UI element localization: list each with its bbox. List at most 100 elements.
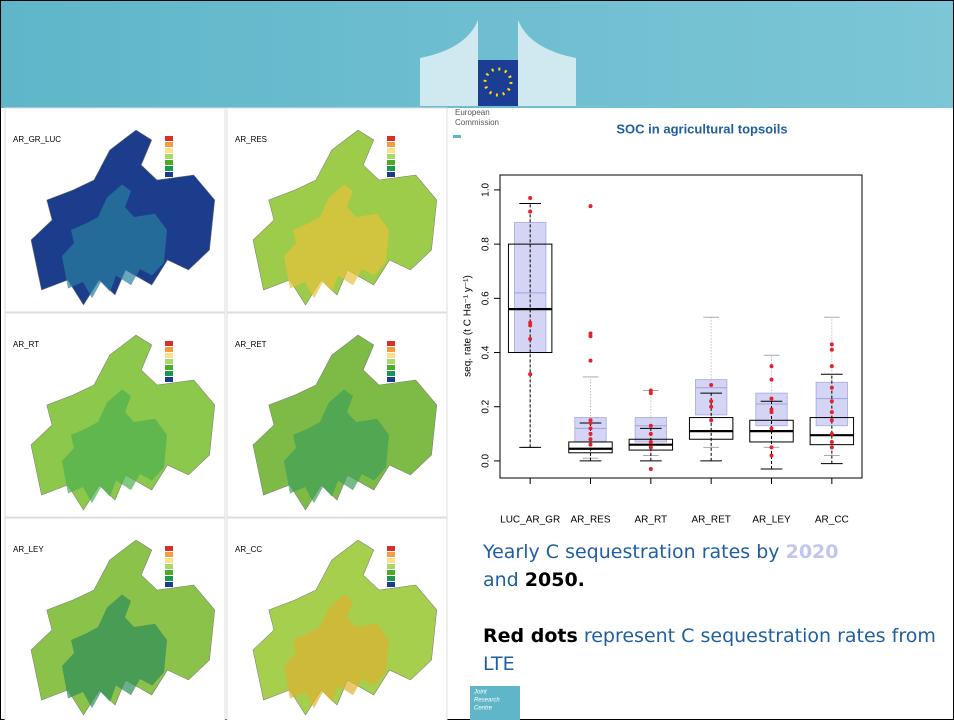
footer-text: Joint <box>473 690 487 696</box>
map-legend-swatch <box>387 353 395 358</box>
point <box>830 348 834 352</box>
point <box>589 421 593 425</box>
point <box>770 426 774 430</box>
map-legend-swatch <box>387 546 395 551</box>
year-2050: 2050. <box>525 569 585 591</box>
map-label: AR_CC <box>235 545 262 554</box>
point <box>528 323 532 327</box>
map-legend-swatch <box>387 154 395 159</box>
chart-title: SOC in agricultural topsoils <box>616 121 787 136</box>
map-legend-swatch <box>387 142 395 147</box>
point <box>709 418 713 422</box>
map-legend-swatch <box>387 136 395 141</box>
x-tick-label: AR_RET <box>691 515 730 526</box>
map-panel: AR_CC <box>227 518 447 720</box>
map-legend-swatch <box>387 359 395 364</box>
y-tick-label: 0.4 <box>481 345 492 359</box>
map-legend-swatch <box>387 564 395 569</box>
point <box>649 432 653 436</box>
point <box>830 342 834 346</box>
map-legend-swatch <box>387 377 395 382</box>
map-legend-swatch <box>387 570 395 575</box>
map-label: AR_RET <box>235 340 267 349</box>
map-legend-swatch <box>387 160 395 165</box>
point <box>770 397 774 401</box>
map-legend-swatch <box>165 341 173 346</box>
map-legend-swatch <box>387 576 395 581</box>
map-legend-swatch <box>387 552 395 557</box>
y-tick-label: 0.6 <box>481 291 492 305</box>
x-tick-label: AR_LEY <box>752 515 791 526</box>
y-tick-label: 0.8 <box>481 237 492 251</box>
point <box>649 391 653 395</box>
point <box>709 405 713 409</box>
map-legend-swatch <box>387 365 395 370</box>
point <box>770 364 774 368</box>
point <box>709 399 713 403</box>
slide: European Commission SOC in agricultural … <box>0 0 954 720</box>
point <box>589 443 593 447</box>
x-tick-label: AR_CC <box>815 515 849 526</box>
map-legend-swatch <box>165 359 173 364</box>
point <box>709 383 713 387</box>
point <box>830 418 834 422</box>
map-legend-swatch <box>165 377 173 382</box>
y-tick-label: 0.2 <box>481 399 492 413</box>
map-legend-swatch <box>165 558 173 563</box>
map-legend-swatch <box>387 166 395 171</box>
map-legend-swatch <box>387 148 395 153</box>
map-label: AR_RT <box>13 340 39 349</box>
map-legend-swatch <box>165 148 173 153</box>
point <box>528 210 532 214</box>
map-legend-swatch <box>165 371 173 376</box>
map-legend-swatch <box>165 570 173 575</box>
point <box>649 440 653 444</box>
map-legend-swatch <box>387 172 395 177</box>
point <box>770 378 774 382</box>
map-legend-swatch <box>165 154 173 159</box>
map-legend-swatch <box>165 172 173 177</box>
point <box>770 410 774 414</box>
point <box>830 440 834 444</box>
map-legend-swatch <box>387 341 395 346</box>
x-tick-label: AR_RES <box>570 515 610 526</box>
map-panel: AR_LEY <box>5 518 225 720</box>
map-label: AR_RES <box>235 135 267 144</box>
point <box>589 334 593 338</box>
caption-bold: Red dots <box>483 625 578 647</box>
point <box>830 445 834 449</box>
caption: Red dots represent C sequestration rates… <box>483 622 943 678</box>
map-panel: AR_RES <box>227 108 447 312</box>
plot-frame <box>500 175 862 478</box>
point <box>528 196 532 200</box>
slide-canvas: European Commission SOC in agricultural … <box>0 0 954 720</box>
map-legend-swatch <box>387 347 395 352</box>
agency-name: Commission <box>455 118 499 127</box>
footer-text: Centre <box>474 706 493 712</box>
map-legend-swatch <box>165 353 173 358</box>
footer-text: Research <box>474 698 500 704</box>
caption-text: and <box>483 569 525 591</box>
point <box>830 432 834 436</box>
map-panel: AR_GR_LUC <box>5 108 225 312</box>
point <box>589 426 593 430</box>
map-panel: AR_RT <box>5 313 225 517</box>
map-legend-swatch <box>165 136 173 141</box>
y-tick-label: 1.0 <box>481 183 492 197</box>
map-legend-swatch <box>387 371 395 376</box>
map-legend-swatch <box>165 582 173 587</box>
map-legend-swatch <box>165 576 173 581</box>
point <box>770 445 774 449</box>
point <box>649 445 653 449</box>
map-legend-swatch <box>165 142 173 147</box>
map-label: AR_LEY <box>13 545 44 554</box>
y-axis-label: seq. rate (t C Ha⁻¹ y⁻¹) <box>463 275 474 377</box>
map-legend-swatch <box>165 564 173 569</box>
map-legend-swatch <box>165 552 173 557</box>
point <box>589 204 593 208</box>
map-legend-swatch <box>165 166 173 171</box>
point <box>830 399 834 403</box>
point <box>528 337 532 341</box>
map-panel: AR_RET <box>227 313 447 517</box>
